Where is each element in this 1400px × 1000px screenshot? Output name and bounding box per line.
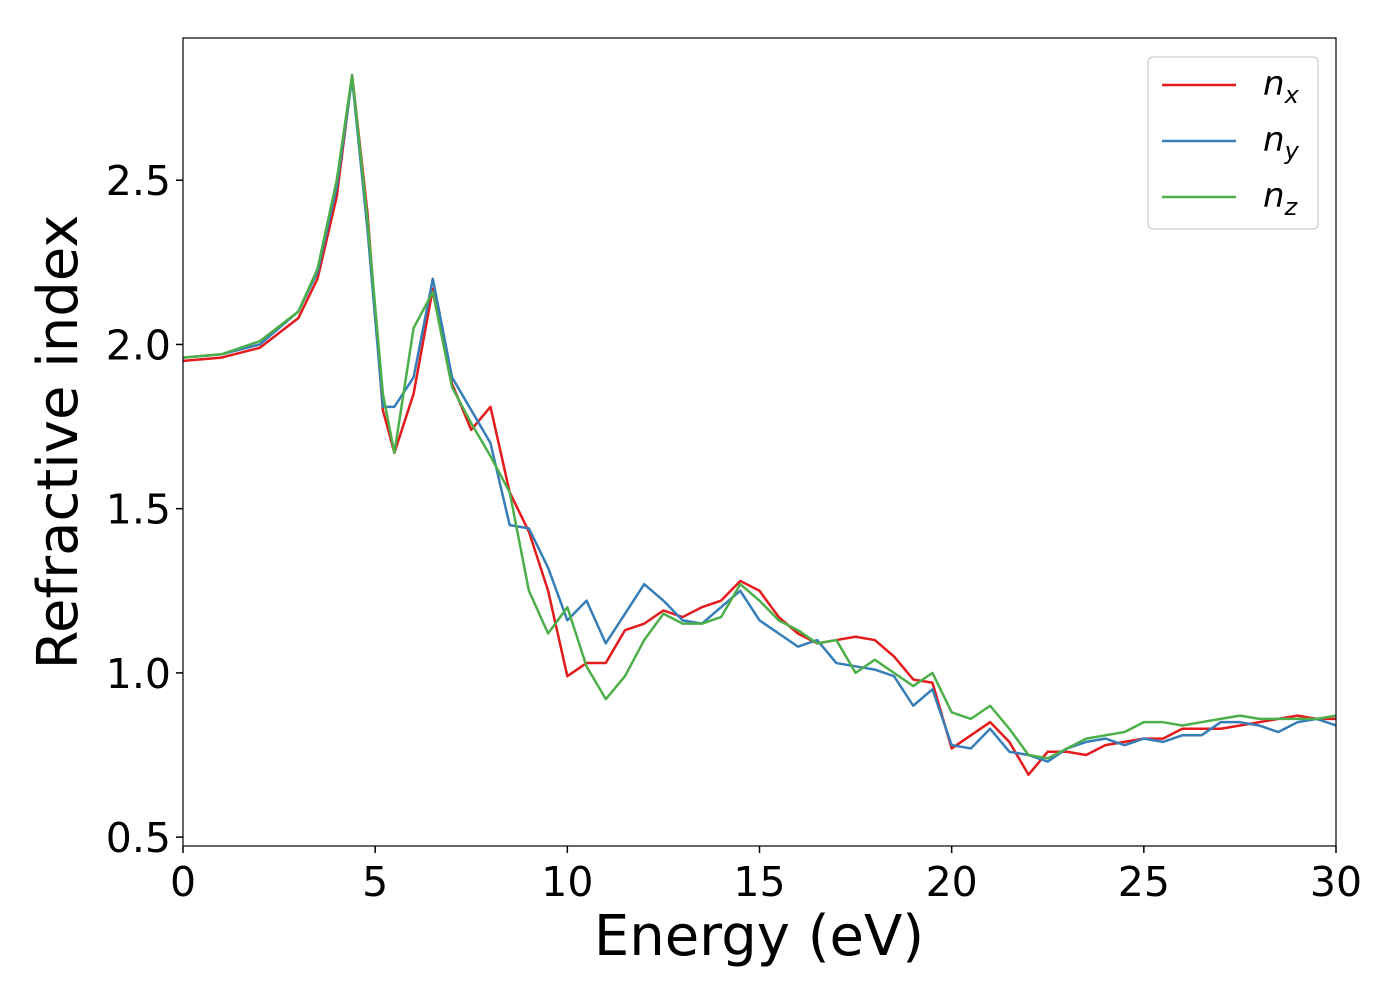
x-tick-label: 10 xyxy=(541,858,593,906)
x-tick-label: 20 xyxy=(926,858,978,906)
plot-frame xyxy=(182,37,1337,847)
x-tick-label: 25 xyxy=(1118,858,1170,906)
legend-label: ny xyxy=(1263,120,1300,165)
data-line xyxy=(183,73,1336,760)
x-tick-label: 5 xyxy=(362,858,388,906)
y-axis-title: Refractive index xyxy=(26,215,91,670)
y-tick-label: 0.5 xyxy=(106,814,171,862)
y-tick-label: 1.5 xyxy=(106,486,171,534)
legend-label: nx xyxy=(1263,64,1300,109)
y-tick-label: 1.0 xyxy=(106,650,171,698)
x-tick-label: 15 xyxy=(733,858,785,906)
x-tick-label: 30 xyxy=(1310,858,1362,906)
y-tick-label: 2.5 xyxy=(106,157,171,205)
y-tick-label: 2.0 xyxy=(106,321,171,369)
legend-box xyxy=(1147,56,1319,230)
x-tick-label: 0 xyxy=(170,858,196,906)
data-line xyxy=(183,77,1336,763)
x-axis-title: Energy (eV) xyxy=(594,904,924,969)
legend-label: nz xyxy=(1263,176,1299,221)
